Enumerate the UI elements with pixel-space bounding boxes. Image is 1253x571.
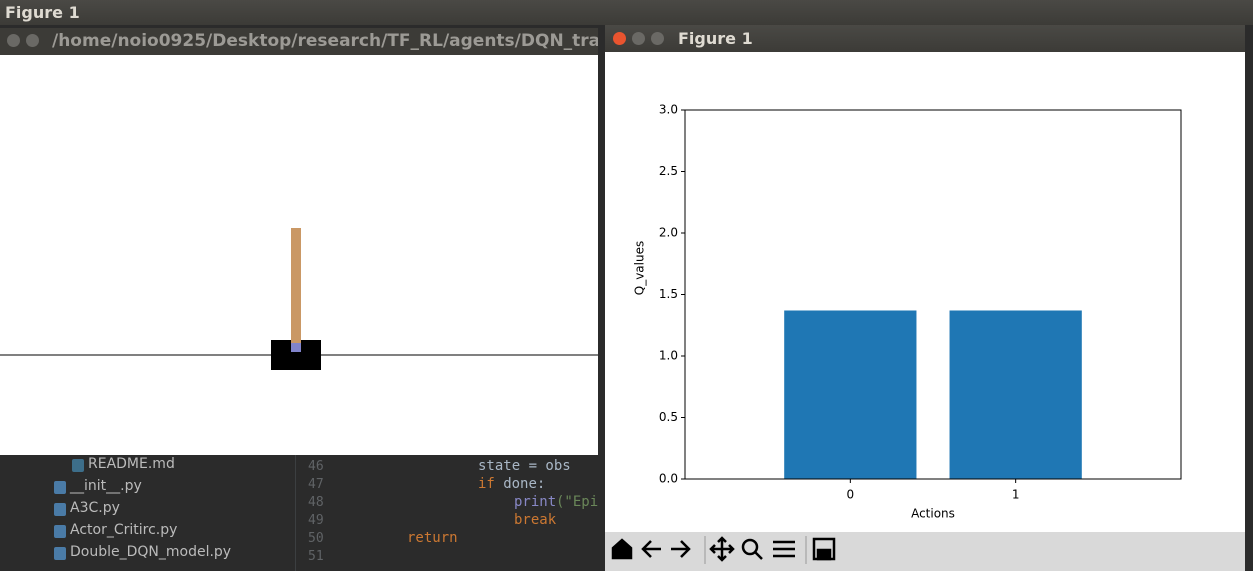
code-text: done: [503, 476, 546, 492]
figure-window: Figure 1 Actions Q_values 0 1 0.0 0.5 1.0 1.5… [605, 25, 1245, 571]
y-tick-label: 1.0 [659, 349, 678, 363]
y-axis-label: Q_values [633, 241, 647, 295]
close-button[interactable] [7, 34, 20, 47]
close-button[interactable] [613, 32, 626, 45]
code-text: ("Epi [556, 494, 599, 510]
back-button[interactable] [641, 540, 661, 558]
chart: Actions Q_values 0 1 0.0 0.5 1.0 1.5 2.0 2.5 3.0 [605, 52, 1245, 532]
file-name: Actor_Critirc.py [70, 522, 178, 538]
minimize-button[interactable] [632, 32, 645, 45]
left-window-title: /home/noio0925/Desktop/research/TF_RL/ag… [0, 28, 598, 55]
file-name: Double_DQN_model.py [70, 544, 232, 560]
y-tick-label: 2.5 [659, 164, 678, 178]
home-button[interactable] [611, 538, 633, 560]
x-tick-label: 0 [847, 488, 855, 502]
window-title: /home/noio0925/Desktop/research/TF_RL/ag… [52, 31, 598, 51]
code-keyword: print [514, 494, 557, 510]
file-icon [54, 525, 66, 538]
file-name: __init__.py [70, 478, 142, 494]
top-bar-title: Figure 1 [0, 0, 1253, 25]
y-tick-label: 0.5 [659, 410, 678, 424]
bar [784, 310, 917, 479]
right-window-titlebar: Figure 1 [605, 25, 1245, 52]
file-icon [54, 503, 66, 516]
y-tick-label: 0.0 [659, 472, 678, 486]
ide-editor: README.md __init__.py A3C.py Actor_Critirc.… [0, 455, 605, 571]
code-keyword: return [407, 530, 458, 546]
x-tick-label: 1 [1012, 488, 1020, 502]
cartpole-canvas [0, 228, 598, 370]
y-tick-label: 1.5 [659, 287, 678, 301]
gutter-divider [295, 455, 296, 571]
zoom-button[interactable] [741, 538, 763, 560]
line-number: 46 [308, 459, 324, 474]
file-name: A3C.py [70, 500, 120, 516]
toolbar [611, 536, 836, 564]
pole [291, 228, 301, 350]
line-number: 48 [308, 495, 324, 510]
cartpole-render [0, 55, 598, 455]
configure-button[interactable] [773, 540, 795, 558]
maximize-button[interactable] [651, 32, 664, 45]
line-number: 49 [308, 513, 324, 528]
save-button[interactable] [812, 537, 836, 561]
file-icon [72, 459, 84, 472]
y-tick-label: 3.0 [659, 103, 678, 117]
file-name: README.md [88, 456, 175, 472]
y-tick-label: 2.0 [659, 226, 678, 240]
pan-button[interactable] [709, 536, 735, 562]
code-keyword: break [514, 512, 557, 528]
window-title: Figure 1 [678, 29, 753, 48]
forward-button[interactable] [671, 540, 691, 558]
file-icon [54, 547, 66, 560]
line-number: 47 [308, 477, 324, 492]
code-text: state = obs [478, 458, 571, 474]
axes-frame [684, 109, 1182, 480]
ide-edge [1245, 25, 1253, 571]
code-keyword: if [478, 476, 495, 492]
minimize-button[interactable] [26, 34, 39, 47]
file-icon [54, 481, 66, 494]
x-axis-label: Actions [911, 507, 955, 521]
axle [291, 343, 301, 352]
line-number: 50 [308, 531, 324, 546]
line-number: 51 [308, 549, 324, 564]
bar [949, 310, 1082, 479]
